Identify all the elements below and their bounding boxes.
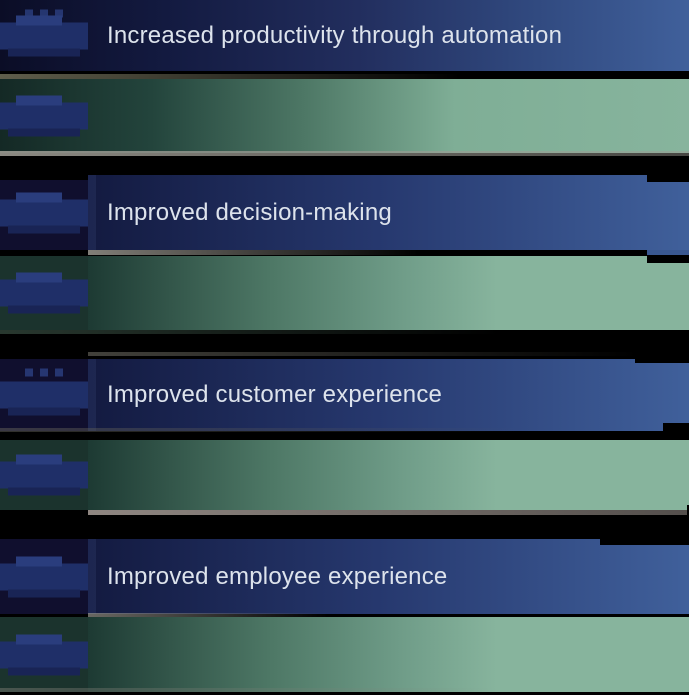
value-blob: [0, 368, 88, 416]
bar-label: Increased productivity through automatio…: [107, 21, 563, 49]
blob-fragment: [0, 461, 88, 489]
compression-artifact: [88, 250, 418, 255]
blob-fragment: [16, 454, 62, 465]
bar-fill-blue: [88, 175, 689, 250]
blob-fragment: [0, 381, 88, 409]
value-blob: [0, 556, 88, 597]
bar-fill-green: [0, 79, 689, 153]
value-blob: [0, 192, 88, 233]
compression-artifact: [647, 250, 689, 255]
blob-fragment: [16, 634, 62, 644]
bar-row-decision-blue: Improved decision-making: [0, 175, 689, 250]
bar-fill-blue: [88, 539, 689, 614]
bar-label: Improved decision-making: [107, 198, 392, 226]
compression-artifact: [0, 330, 500, 334]
blob-fragment: [8, 407, 80, 416]
bar-fill-green: [88, 617, 689, 692]
value-blob: [0, 634, 88, 675]
blob-fragment: [16, 192, 62, 202]
blob-fragment: [40, 9, 48, 17]
blob-fragment: [16, 556, 62, 566]
blob-fragment: [0, 102, 88, 130]
bar-row-productivity-blue: Increased productivity through automatio…: [0, 0, 689, 71]
blob-fragment: [0, 641, 88, 668]
blob-fragment: [8, 305, 80, 314]
bar-row-decision-green: [0, 256, 689, 330]
bar-fill-green: [88, 440, 689, 510]
blob-fragment: [55, 368, 63, 377]
value-blob: [0, 9, 88, 56]
blob-fragment: [8, 128, 80, 137]
blob-fragment: [8, 487, 80, 496]
bar-fill-green: [88, 256, 689, 330]
bar-row-customer-green: [0, 440, 689, 510]
blob-fragment: [25, 368, 33, 377]
compression-artifact: [88, 510, 689, 515]
bar-fill-blue: [0, 0, 689, 71]
bar-row-employee-green: [0, 617, 689, 692]
blob-fragment: [0, 279, 88, 307]
blob-fragment: [0, 199, 88, 226]
blob-fragment: [55, 9, 63, 17]
blob-fragment: [25, 9, 33, 17]
bar-row-customer-blue: Improved customer experience: [0, 359, 689, 431]
value-blob: [0, 272, 88, 314]
bar-label: Improved employee experience: [107, 562, 448, 590]
blob-fragment: [8, 667, 80, 675]
bar-fill-blue: [88, 359, 689, 431]
value-blob: [0, 454, 88, 496]
compression-artifact: [88, 352, 638, 356]
blob-fragment: [16, 272, 62, 283]
blob-fragment: [0, 22, 88, 49]
blob-fragment: [0, 563, 88, 590]
blob-fragment: [8, 48, 80, 56]
blob-fragment: [16, 95, 62, 106]
blob-fragment: [8, 589, 80, 597]
bar-row-productivity-green: [0, 79, 689, 153]
bar-label: Improved customer experience: [107, 381, 443, 408]
blob-fragment: [40, 368, 48, 377]
bar-row-employee-blue: Improved employee experience: [0, 539, 689, 614]
value-blob: [0, 95, 88, 137]
blob-fragment: [16, 15, 62, 25]
blob-fragment: [8, 225, 80, 233]
